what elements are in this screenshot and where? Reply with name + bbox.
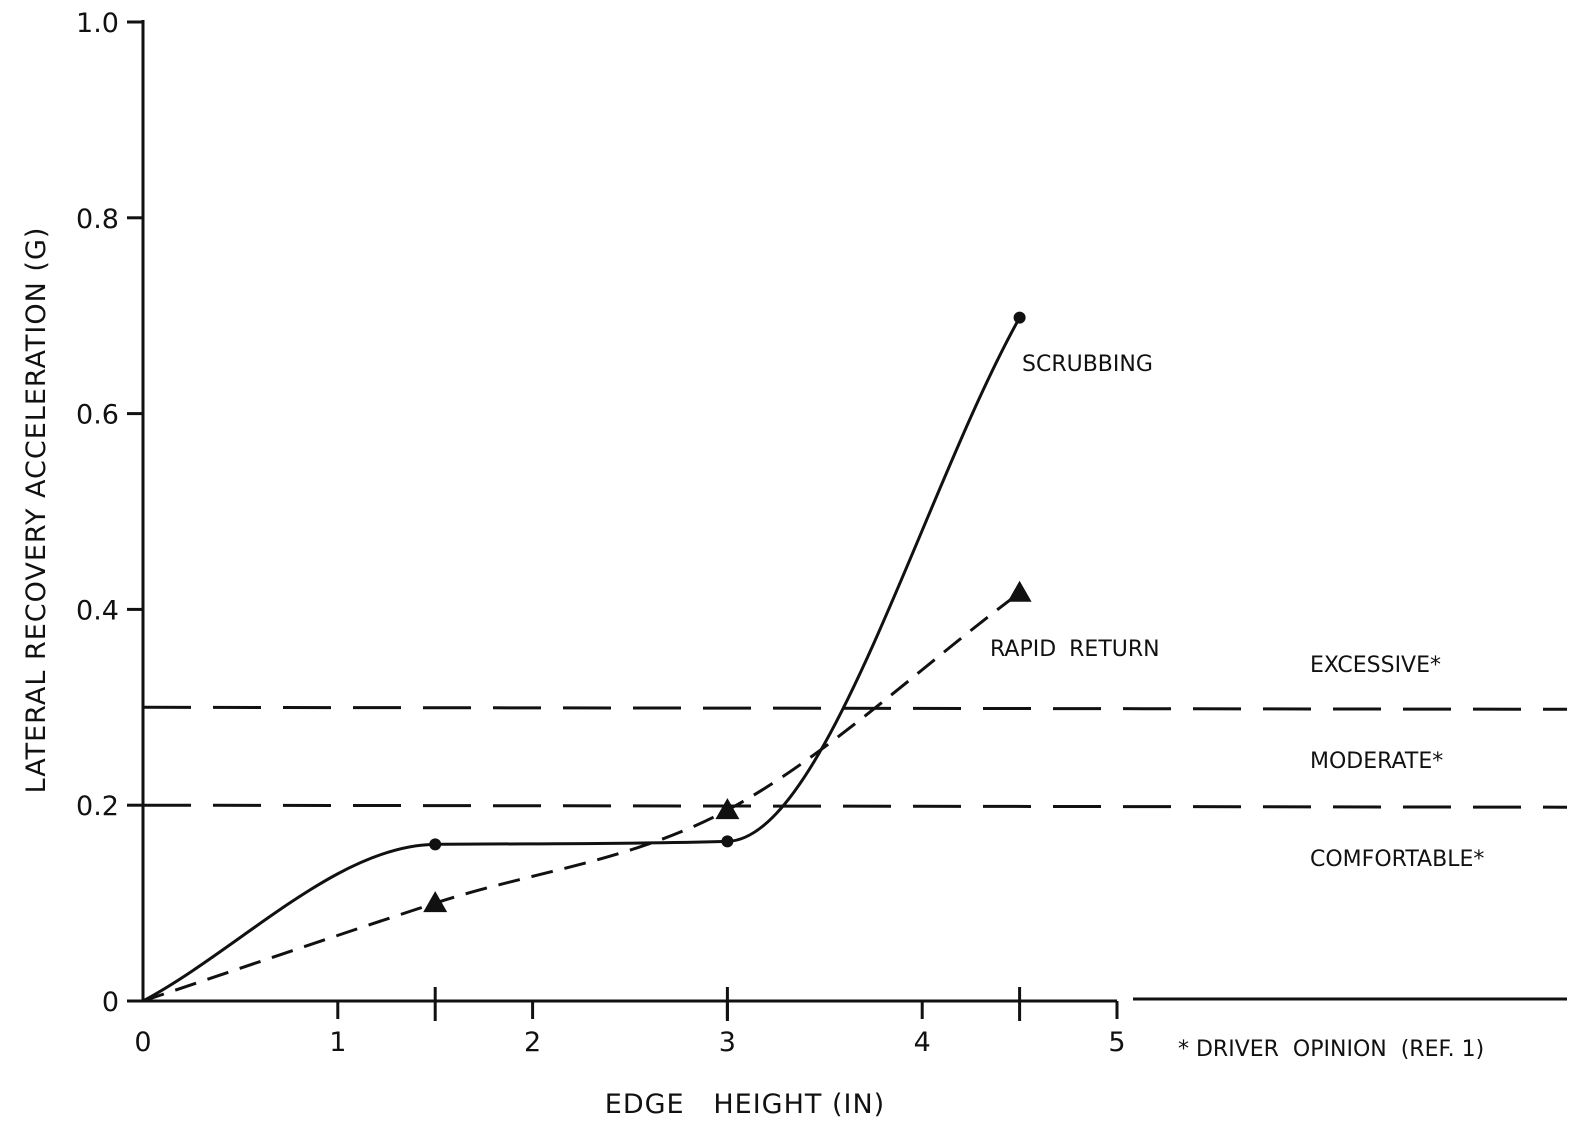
y-tick-label: 1.0: [76, 8, 119, 39]
zone-label-moderate: MODERATE*: [1310, 749, 1443, 774]
x-ticks: 0 1 2 3 4 5: [134, 987, 1126, 1058]
data-markers: [423, 311, 1032, 913]
series-label-rapid-return: RAPID RETURN: [990, 637, 1160, 662]
footnote-driver-opinion: * DRIVER OPINION (REF. 1): [1178, 1037, 1484, 1062]
x-tick-label: 3: [719, 1027, 736, 1058]
marker-scrubbing-point: [429, 838, 442, 851]
reference-line: [142, 803, 1568, 809]
y-axis-title: LATERAL RECOVERY ACCELERATION (G): [21, 227, 52, 794]
y-tick-label: 0.8: [76, 204, 119, 235]
zone-label-excessive: EXCESSIVE*: [1310, 653, 1441, 678]
marker-rapid-return-point: [715, 798, 740, 820]
y-ticks: 0 0.2 0.4 0.6 0.8 1.0: [76, 8, 143, 1018]
marker-scrubbing-point: [1013, 311, 1026, 324]
series-label-scrubbing: SCRUBBING: [1022, 352, 1153, 377]
x-tick-label: 5: [1108, 1027, 1125, 1058]
y-tick-label: 0.4: [76, 595, 119, 626]
series-line-rapid-return: [142, 591, 1021, 1003]
reference-lines: [142, 705, 1568, 809]
zone-label-comfortable: COMFORTABLE*: [1310, 847, 1484, 872]
y-tick-label: 0.6: [76, 400, 119, 431]
x-axis-title: EDGE HEIGHT (IN): [605, 1089, 885, 1120]
marker-scrubbing-point: [721, 835, 734, 848]
x-tick-label: 0: [134, 1027, 151, 1058]
x-tick-label: 2: [524, 1027, 541, 1058]
marker-rapid-return-point: [1007, 580, 1032, 602]
series-line-scrubbing: [142, 316, 1021, 1003]
y-tick-label: 0.2: [76, 791, 119, 822]
x-tick-label: 1: [329, 1027, 346, 1058]
marker-rapid-return-point: [423, 891, 448, 913]
y-tick-label: 0: [102, 987, 119, 1018]
x-tick-label: 4: [914, 1027, 931, 1058]
reference-line: [142, 705, 1568, 711]
